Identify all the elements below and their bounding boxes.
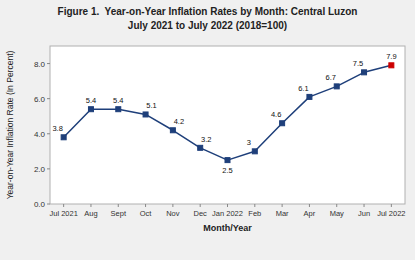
x-tick-label: Sept (111, 209, 127, 218)
marker (252, 149, 257, 154)
y-tick (47, 133, 50, 134)
data-label: 3.2 (201, 135, 211, 144)
x-tick (172, 204, 173, 207)
y-axis-label: Year-on-Year Inflation Rate (In Percent) (5, 50, 15, 199)
x-tick (336, 204, 337, 207)
x-tick-label: Apr (304, 209, 316, 218)
marker (170, 128, 175, 133)
marker (280, 121, 285, 126)
x-tick-label: Jun (358, 209, 370, 218)
x-tick (282, 204, 283, 207)
marker (307, 94, 312, 99)
y-tick-label: 6.0 (34, 95, 46, 104)
marker (198, 145, 203, 150)
marker (88, 107, 93, 112)
x-tick (200, 204, 201, 207)
y-tick-label: 8.0 (34, 60, 46, 69)
y-tick (47, 63, 50, 64)
data-label: 6.1 (298, 84, 308, 93)
title: Figure 1. Year-on-Year Inflation Rates b… (58, 6, 358, 17)
x-tick (118, 204, 119, 207)
data-label: 3 (247, 138, 251, 147)
y-tick-label: 4.0 (34, 130, 46, 139)
x-tick (391, 204, 392, 207)
x-tick-label: Feb (248, 209, 261, 218)
x-tick-label: Jul 2021 (49, 209, 77, 218)
plot-area (50, 46, 405, 204)
marker (334, 84, 339, 89)
x-tick (63, 204, 64, 207)
data-label: 3.8 (52, 124, 62, 133)
y-tick-label: 0.0 (34, 200, 46, 209)
data-label: 5.4 (113, 96, 123, 105)
marker (116, 107, 121, 112)
x-tick-label: Oct (140, 209, 153, 218)
data-label: 5.4 (86, 96, 96, 105)
data-label: 7.5 (353, 59, 363, 68)
data-label: 5.1 (146, 101, 156, 110)
data-label: 4.6 (271, 110, 281, 119)
y-tick (47, 204, 50, 205)
x-tick-label: Mar (276, 209, 289, 218)
line (64, 65, 392, 160)
marker (225, 158, 230, 163)
y-tick (47, 98, 50, 99)
x-tick-label: Nov (166, 209, 180, 218)
marker (362, 70, 367, 75)
x-tick (90, 204, 91, 207)
data-label: 2.5 (222, 166, 232, 175)
x-tick (145, 204, 146, 207)
x-tick (309, 204, 310, 207)
x-tick (254, 204, 255, 207)
x-axis-label: Month/Year (203, 223, 252, 233)
x-tick-label: Jan 2022 (212, 209, 243, 218)
subtitle: July 2021 to July 2022 (2018=100) (128, 20, 287, 31)
x-tick-label: May (330, 209, 344, 218)
marker (61, 135, 66, 140)
x-tick (227, 204, 228, 207)
x-tick-label: Aug (84, 209, 97, 218)
data-label: 7.9 (386, 52, 396, 61)
x-tick-label: Jul 2022 (377, 209, 405, 218)
data-label: 6.7 (326, 73, 336, 82)
marker (389, 63, 394, 68)
marker (143, 112, 148, 117)
y-tick (47, 168, 50, 169)
y-tick-label: 2.0 (34, 165, 46, 174)
data-label: 4.2 (174, 117, 184, 126)
marks (61, 63, 394, 163)
x-tick-label: Dec (194, 209, 208, 218)
chart: Figure 1. Year-on-Year Inflation Rates b… (0, 0, 415, 260)
x-tick (364, 204, 365, 207)
